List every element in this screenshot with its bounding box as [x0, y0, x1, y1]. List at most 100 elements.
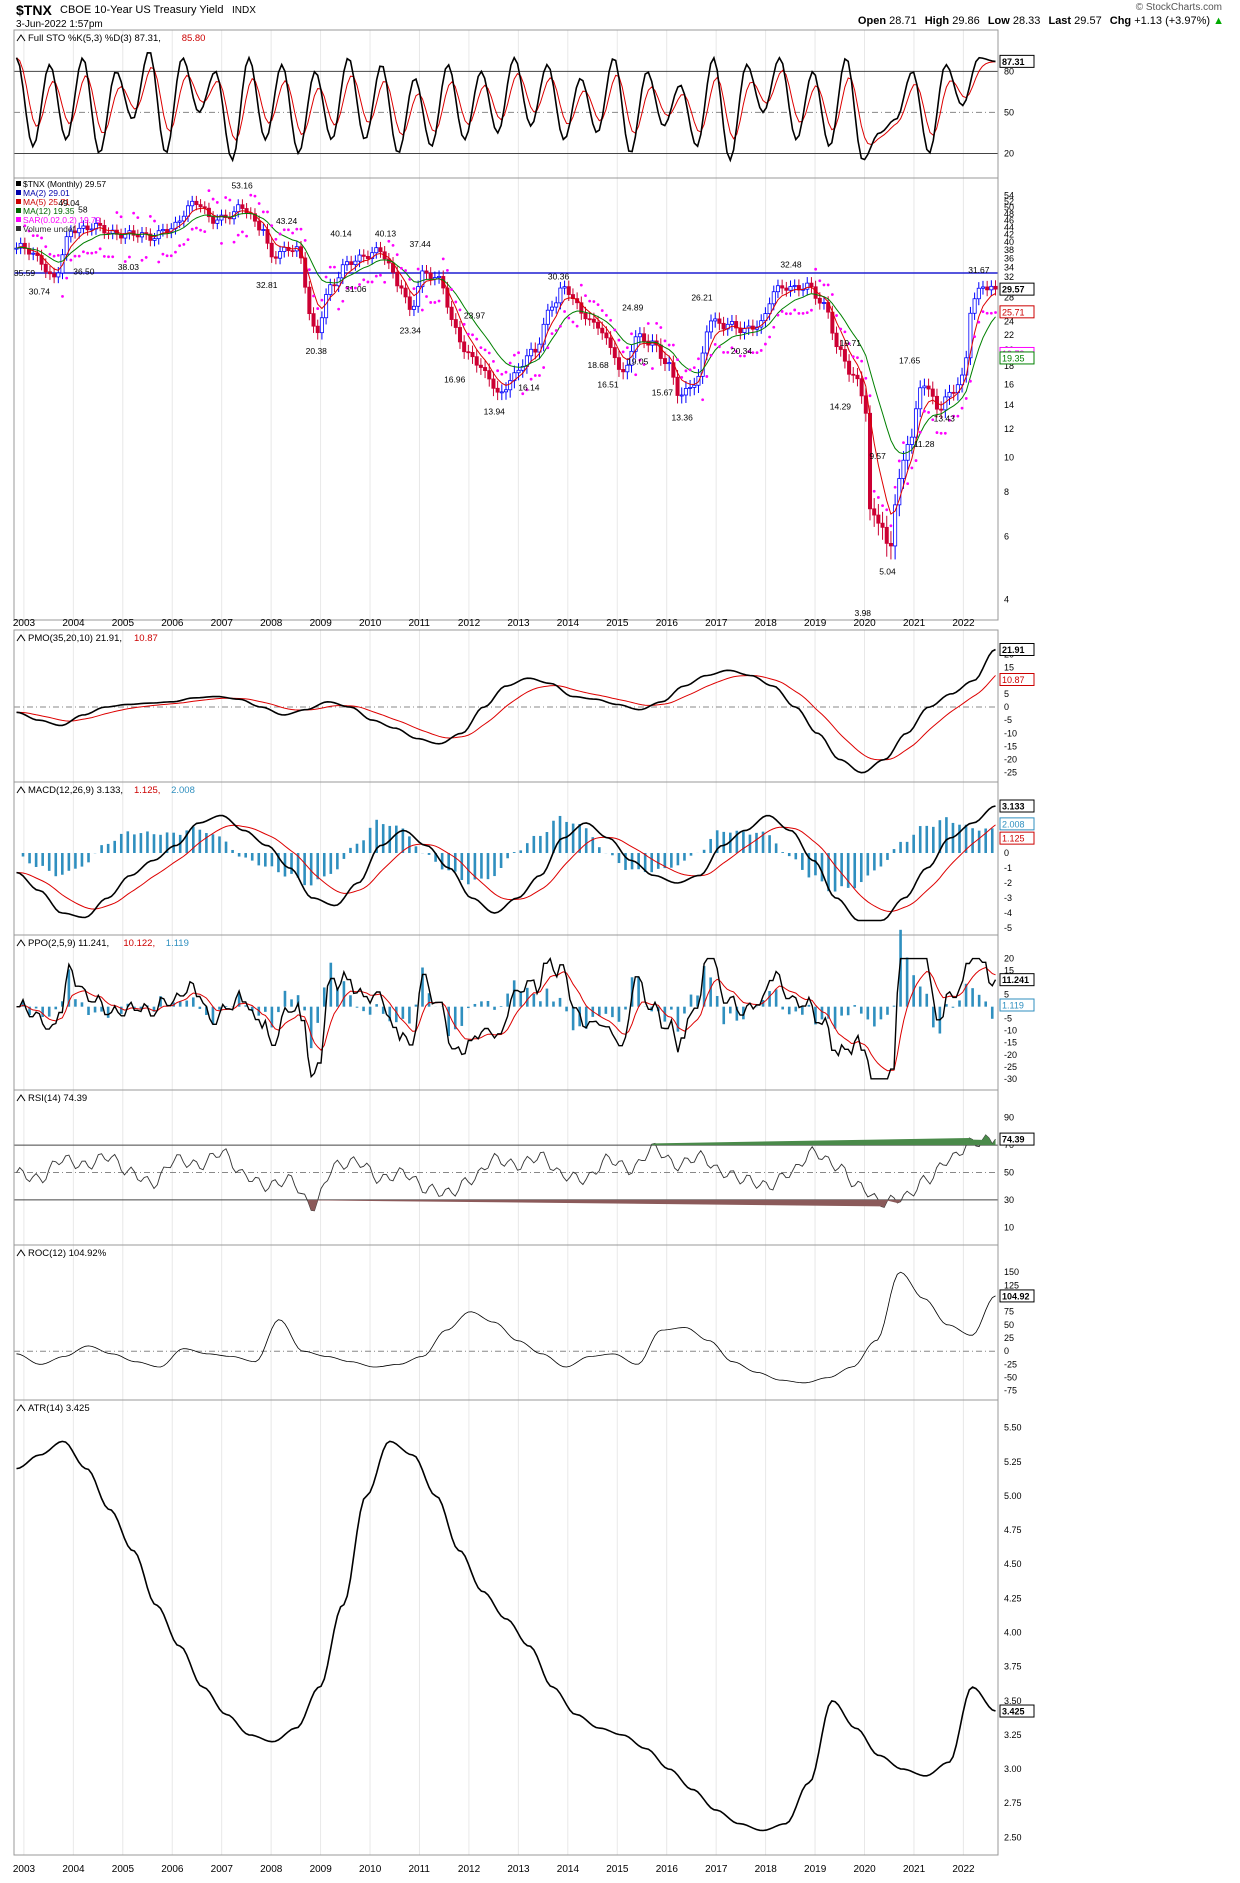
sar-dot: [910, 466, 914, 470]
candle-body: [968, 312, 973, 359]
last-tag-pmo-0: [999, 642, 1035, 656]
candle-body: [411, 305, 416, 310]
x-label-top-12: 2015: [606, 618, 629, 629]
sar-dot: [621, 350, 625, 354]
sar-dot: [914, 459, 918, 462]
ppo-hist-bar: [683, 1006, 686, 1014]
sar-dot: [295, 227, 299, 231]
macd-hist-bar: [473, 853, 477, 880]
candle-body: [278, 251, 283, 259]
sar-dot: [810, 308, 813, 312]
sar-dot: [203, 230, 207, 234]
sar-dot: [479, 346, 483, 350]
sar-dot: [856, 356, 859, 360]
macd-hist-bar: [355, 843, 359, 853]
x-label-bottom-13: 2016: [656, 1864, 679, 1875]
macd-hist-bar: [670, 853, 673, 868]
legend-price-4: SAR(0.02,0.2) 19.79: [23, 215, 101, 225]
candle-body: [951, 391, 956, 394]
sar-dot: [969, 379, 972, 383]
sar-dot: [902, 441, 905, 445]
ppo-hist-bar: [473, 1003, 477, 1007]
macd-hist-bar: [814, 853, 817, 876]
candle-body: [713, 318, 718, 322]
ppo-hist-bar: [133, 1006, 136, 1009]
legend-price-0: $TNX (Monthly) 29.57: [23, 179, 106, 189]
price-annotation-31: 17.65: [899, 356, 921, 366]
candle-body: [780, 285, 785, 289]
sar-dot: [985, 311, 989, 315]
sar-dot: [169, 254, 173, 258]
candle-body: [918, 387, 923, 410]
macd-hist-bar: [237, 853, 241, 857]
price-annotation-12: 40.13: [375, 229, 397, 239]
macd-hist-bar: [512, 852, 516, 853]
macd-hist-bar: [28, 853, 31, 864]
ppo-hist-bar: [218, 1006, 221, 1010]
last-tag-atr-0: [999, 1704, 1035, 1718]
macd-hist-bar: [591, 837, 595, 853]
candle-body: [817, 297, 822, 304]
sar-dot: [487, 351, 491, 355]
last-tag-macd-2: [999, 831, 1035, 845]
candle-body: [876, 514, 881, 524]
macd-hist-bar: [381, 824, 385, 853]
ppo-hist-bar: [853, 1005, 857, 1007]
candle-body: [307, 286, 312, 315]
macd-hist-bar: [761, 831, 765, 853]
tick-price-8: 38: [1004, 245, 1014, 255]
ppo-hist-bar: [918, 986, 922, 1007]
legend-rsi-0: RSI(14) 74.39: [28, 1093, 87, 1104]
ppo-hist-bar: [34, 1006, 38, 1009]
candle-body: [721, 322, 726, 330]
tick-pmo-9: -25: [1004, 768, 1017, 778]
ppo-hist-bar: [100, 1006, 103, 1012]
sar-dot: [751, 351, 755, 355]
sar-dot: [370, 280, 374, 284]
macd-hist-bar: [958, 824, 961, 853]
macd-hist-bar: [309, 853, 313, 886]
tick-ppo-9: -25: [1004, 1062, 1017, 1072]
ppo-hist-bar: [755, 1006, 758, 1008]
macd-hist-bar: [486, 853, 490, 880]
sar-dot: [922, 409, 926, 413]
sar-dot: [362, 278, 366, 282]
sar-dot: [864, 376, 868, 380]
ppo-hist-bar: [185, 1000, 189, 1007]
tick-price-15: 24: [1004, 317, 1014, 327]
tick-macd-6: -3: [1004, 893, 1012, 903]
legend-ppo-0: PPO(2,5,9) 11.241,: [28, 938, 109, 949]
sar-dot: [349, 286, 353, 290]
sar-dot: [793, 308, 797, 312]
ppo-hist-bar: [401, 1006, 405, 1019]
candle-body: [324, 294, 329, 319]
macd-hist-bar: [362, 840, 365, 853]
price-annotation-25: 13.36: [672, 412, 694, 422]
candle-body: [487, 370, 492, 380]
candle-body: [303, 257, 308, 288]
sar-dot: [366, 280, 370, 284]
sar-dot: [107, 255, 110, 259]
sar-dot: [956, 414, 960, 418]
ppo-hist-bar: [47, 1006, 51, 1017]
sar-dot: [634, 373, 638, 377]
candle-body: [939, 408, 944, 411]
candle-body: [604, 332, 609, 339]
last-value-macd-0: 3.133: [1002, 802, 1025, 812]
price-annotation-6: 53.16: [231, 181, 253, 191]
candle-body: [838, 346, 843, 350]
candle-body: [662, 358, 667, 365]
candle-body: [960, 374, 965, 386]
tick-price-13: 28: [1004, 293, 1014, 303]
ppo-hist-bar: [702, 966, 706, 1007]
sar-dot: [550, 332, 554, 336]
candle-body: [868, 412, 873, 510]
candle-body: [545, 309, 550, 325]
sar-dot: [253, 194, 257, 198]
macd-hist-bar: [938, 820, 942, 853]
candle-body: [637, 333, 642, 338]
sar-dot: [876, 496, 880, 499]
x-label-bottom-4: 2007: [211, 1864, 234, 1875]
ppo-hist-bar: [925, 993, 929, 1007]
sar-dot: [454, 300, 458, 304]
